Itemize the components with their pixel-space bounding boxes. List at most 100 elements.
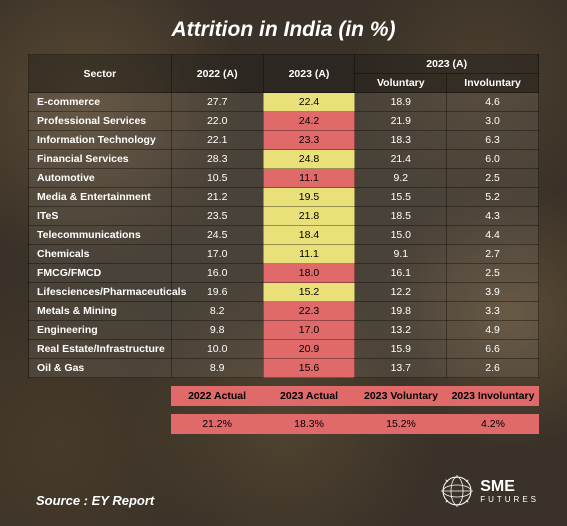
cell-2023: 22.4 — [263, 93, 355, 112]
cell-involuntary: 4.4 — [447, 226, 539, 245]
cell-2023: 21.8 — [263, 207, 355, 226]
table-row: Professional Services22.024.221.93.0 — [29, 112, 539, 131]
table-row: Lifesciences/Pharmaceuticals19.615.212.2… — [29, 283, 539, 302]
cell-2022: 10.0 — [171, 340, 263, 359]
cell-voluntary: 18.5 — [355, 207, 447, 226]
cell-involuntary: 5.2 — [447, 188, 539, 207]
cell-sector: Chemicals — [29, 245, 172, 264]
table-row: Oil & Gas8.915.613.72.6 — [29, 359, 539, 378]
cell-voluntary: 12.2 — [355, 283, 447, 302]
source-text: Source : EY Report — [36, 493, 154, 508]
cell-2022: 17.0 — [171, 245, 263, 264]
cell-involuntary: 3.9 — [447, 283, 539, 302]
table-row: Automotive10.511.19.22.5 — [29, 169, 539, 188]
cell-2023: 18.4 — [263, 226, 355, 245]
cell-2022: 10.5 — [171, 169, 263, 188]
cell-2022: 27.7 — [171, 93, 263, 112]
summary-label: 2023 Involuntary — [447, 386, 539, 406]
cell-2022: 24.5 — [171, 226, 263, 245]
cell-involuntary: 4.9 — [447, 321, 539, 340]
table-row: E-commerce27.722.418.94.6 — [29, 93, 539, 112]
cell-voluntary: 15.5 — [355, 188, 447, 207]
cell-voluntary: 18.9 — [355, 93, 447, 112]
cell-2022: 8.2 — [171, 302, 263, 321]
cell-involuntary: 6.6 — [447, 340, 539, 359]
cell-sector: Automotive — [29, 169, 172, 188]
cell-voluntary: 13.2 — [355, 321, 447, 340]
cell-voluntary: 19.8 — [355, 302, 447, 321]
cell-voluntary: 18.3 — [355, 131, 447, 150]
cell-2022: 28.3 — [171, 150, 263, 169]
col-involuntary: Involuntary — [447, 74, 539, 93]
cell-voluntary: 16.1 — [355, 264, 447, 283]
cell-2023: 15.6 — [263, 359, 355, 378]
logo-sub: FUTURES — [480, 495, 539, 504]
globe-icon — [440, 474, 474, 508]
summary-value: 18.3% — [263, 414, 355, 434]
cell-voluntary: 15.0 — [355, 226, 447, 245]
table-row: Metals & Mining8.222.319.83.3 — [29, 302, 539, 321]
col-sector: Sector — [29, 55, 172, 93]
cell-sector: Engineering — [29, 321, 172, 340]
cell-2023: 22.3 — [263, 302, 355, 321]
cell-2022: 21.2 — [171, 188, 263, 207]
cell-2023: 24.8 — [263, 150, 355, 169]
table-row: ITeS23.521.818.54.3 — [29, 207, 539, 226]
summary-label: 2023 Actual — [263, 386, 355, 406]
cell-sector: Metals & Mining — [29, 302, 172, 321]
cell-sector: Real Estate/Infrastructure — [29, 340, 172, 359]
cell-2022: 22.1 — [171, 131, 263, 150]
cell-sector: Information Technology — [29, 131, 172, 150]
cell-2023: 11.1 — [263, 245, 355, 264]
table-row: Chemicals17.011.19.12.7 — [29, 245, 539, 264]
summary-table: 2022 Actual2023 Actual2023 Voluntary2023… — [171, 386, 539, 434]
cell-involuntary: 3.3 — [447, 302, 539, 321]
cell-involuntary: 2.5 — [447, 169, 539, 188]
table-row: Engineering9.817.013.24.9 — [29, 321, 539, 340]
cell-2023: 19.5 — [263, 188, 355, 207]
summary-label: 2023 Voluntary — [355, 386, 447, 406]
cell-involuntary: 2.6 — [447, 359, 539, 378]
col-2023: 2023 (A) — [263, 55, 355, 93]
cell-2023: 24.2 — [263, 112, 355, 131]
cell-involuntary: 2.5 — [447, 264, 539, 283]
cell-sector: ITeS — [29, 207, 172, 226]
cell-2022: 22.0 — [171, 112, 263, 131]
cell-sector: Professional Services — [29, 112, 172, 131]
table-row: Real Estate/Infrastructure10.020.915.96.… — [29, 340, 539, 359]
attrition-table: Sector 2022 (A) 2023 (A) 2023 (A) Volunt… — [28, 54, 539, 378]
col-2023-group: 2023 (A) — [355, 55, 539, 74]
cell-2023: 11.1 — [263, 169, 355, 188]
cell-voluntary: 9.1 — [355, 245, 447, 264]
cell-sector: FMCG/FMCD — [29, 264, 172, 283]
cell-sector: Lifesciences/Pharmaceuticals — [29, 283, 172, 302]
logo-brand: SME — [480, 479, 539, 495]
summary-value: 4.2% — [447, 414, 539, 434]
cell-2023: 17.0 — [263, 321, 355, 340]
col-2022: 2022 (A) — [171, 55, 263, 93]
cell-2023: 20.9 — [263, 340, 355, 359]
table-row: Financial Services28.324.821.46.0 — [29, 150, 539, 169]
cell-2023: 23.3 — [263, 131, 355, 150]
cell-involuntary: 3.0 — [447, 112, 539, 131]
cell-voluntary: 9.2 — [355, 169, 447, 188]
col-voluntary: Voluntary — [355, 74, 447, 93]
cell-involuntary: 4.6 — [447, 93, 539, 112]
table-row: Telecommunications24.518.415.04.4 — [29, 226, 539, 245]
summary-label: 2022 Actual — [171, 386, 263, 406]
page-title: Attrition in India (in %) — [28, 18, 539, 42]
cell-2022: 16.0 — [171, 264, 263, 283]
cell-2022: 23.5 — [171, 207, 263, 226]
cell-involuntary: 6.0 — [447, 150, 539, 169]
table-row: FMCG/FMCD16.018.016.12.5 — [29, 264, 539, 283]
cell-sector: Oil & Gas — [29, 359, 172, 378]
cell-voluntary: 21.4 — [355, 150, 447, 169]
table-row: Information Technology22.123.318.36.3 — [29, 131, 539, 150]
table-row: Media & Entertainment21.219.515.55.2 — [29, 188, 539, 207]
cell-sector: E-commerce — [29, 93, 172, 112]
cell-voluntary: 15.9 — [355, 340, 447, 359]
cell-2023: 15.2 — [263, 283, 355, 302]
summary-value: 15.2% — [355, 414, 447, 434]
cell-2022: 9.8 — [171, 321, 263, 340]
cell-involuntary: 6.3 — [447, 131, 539, 150]
